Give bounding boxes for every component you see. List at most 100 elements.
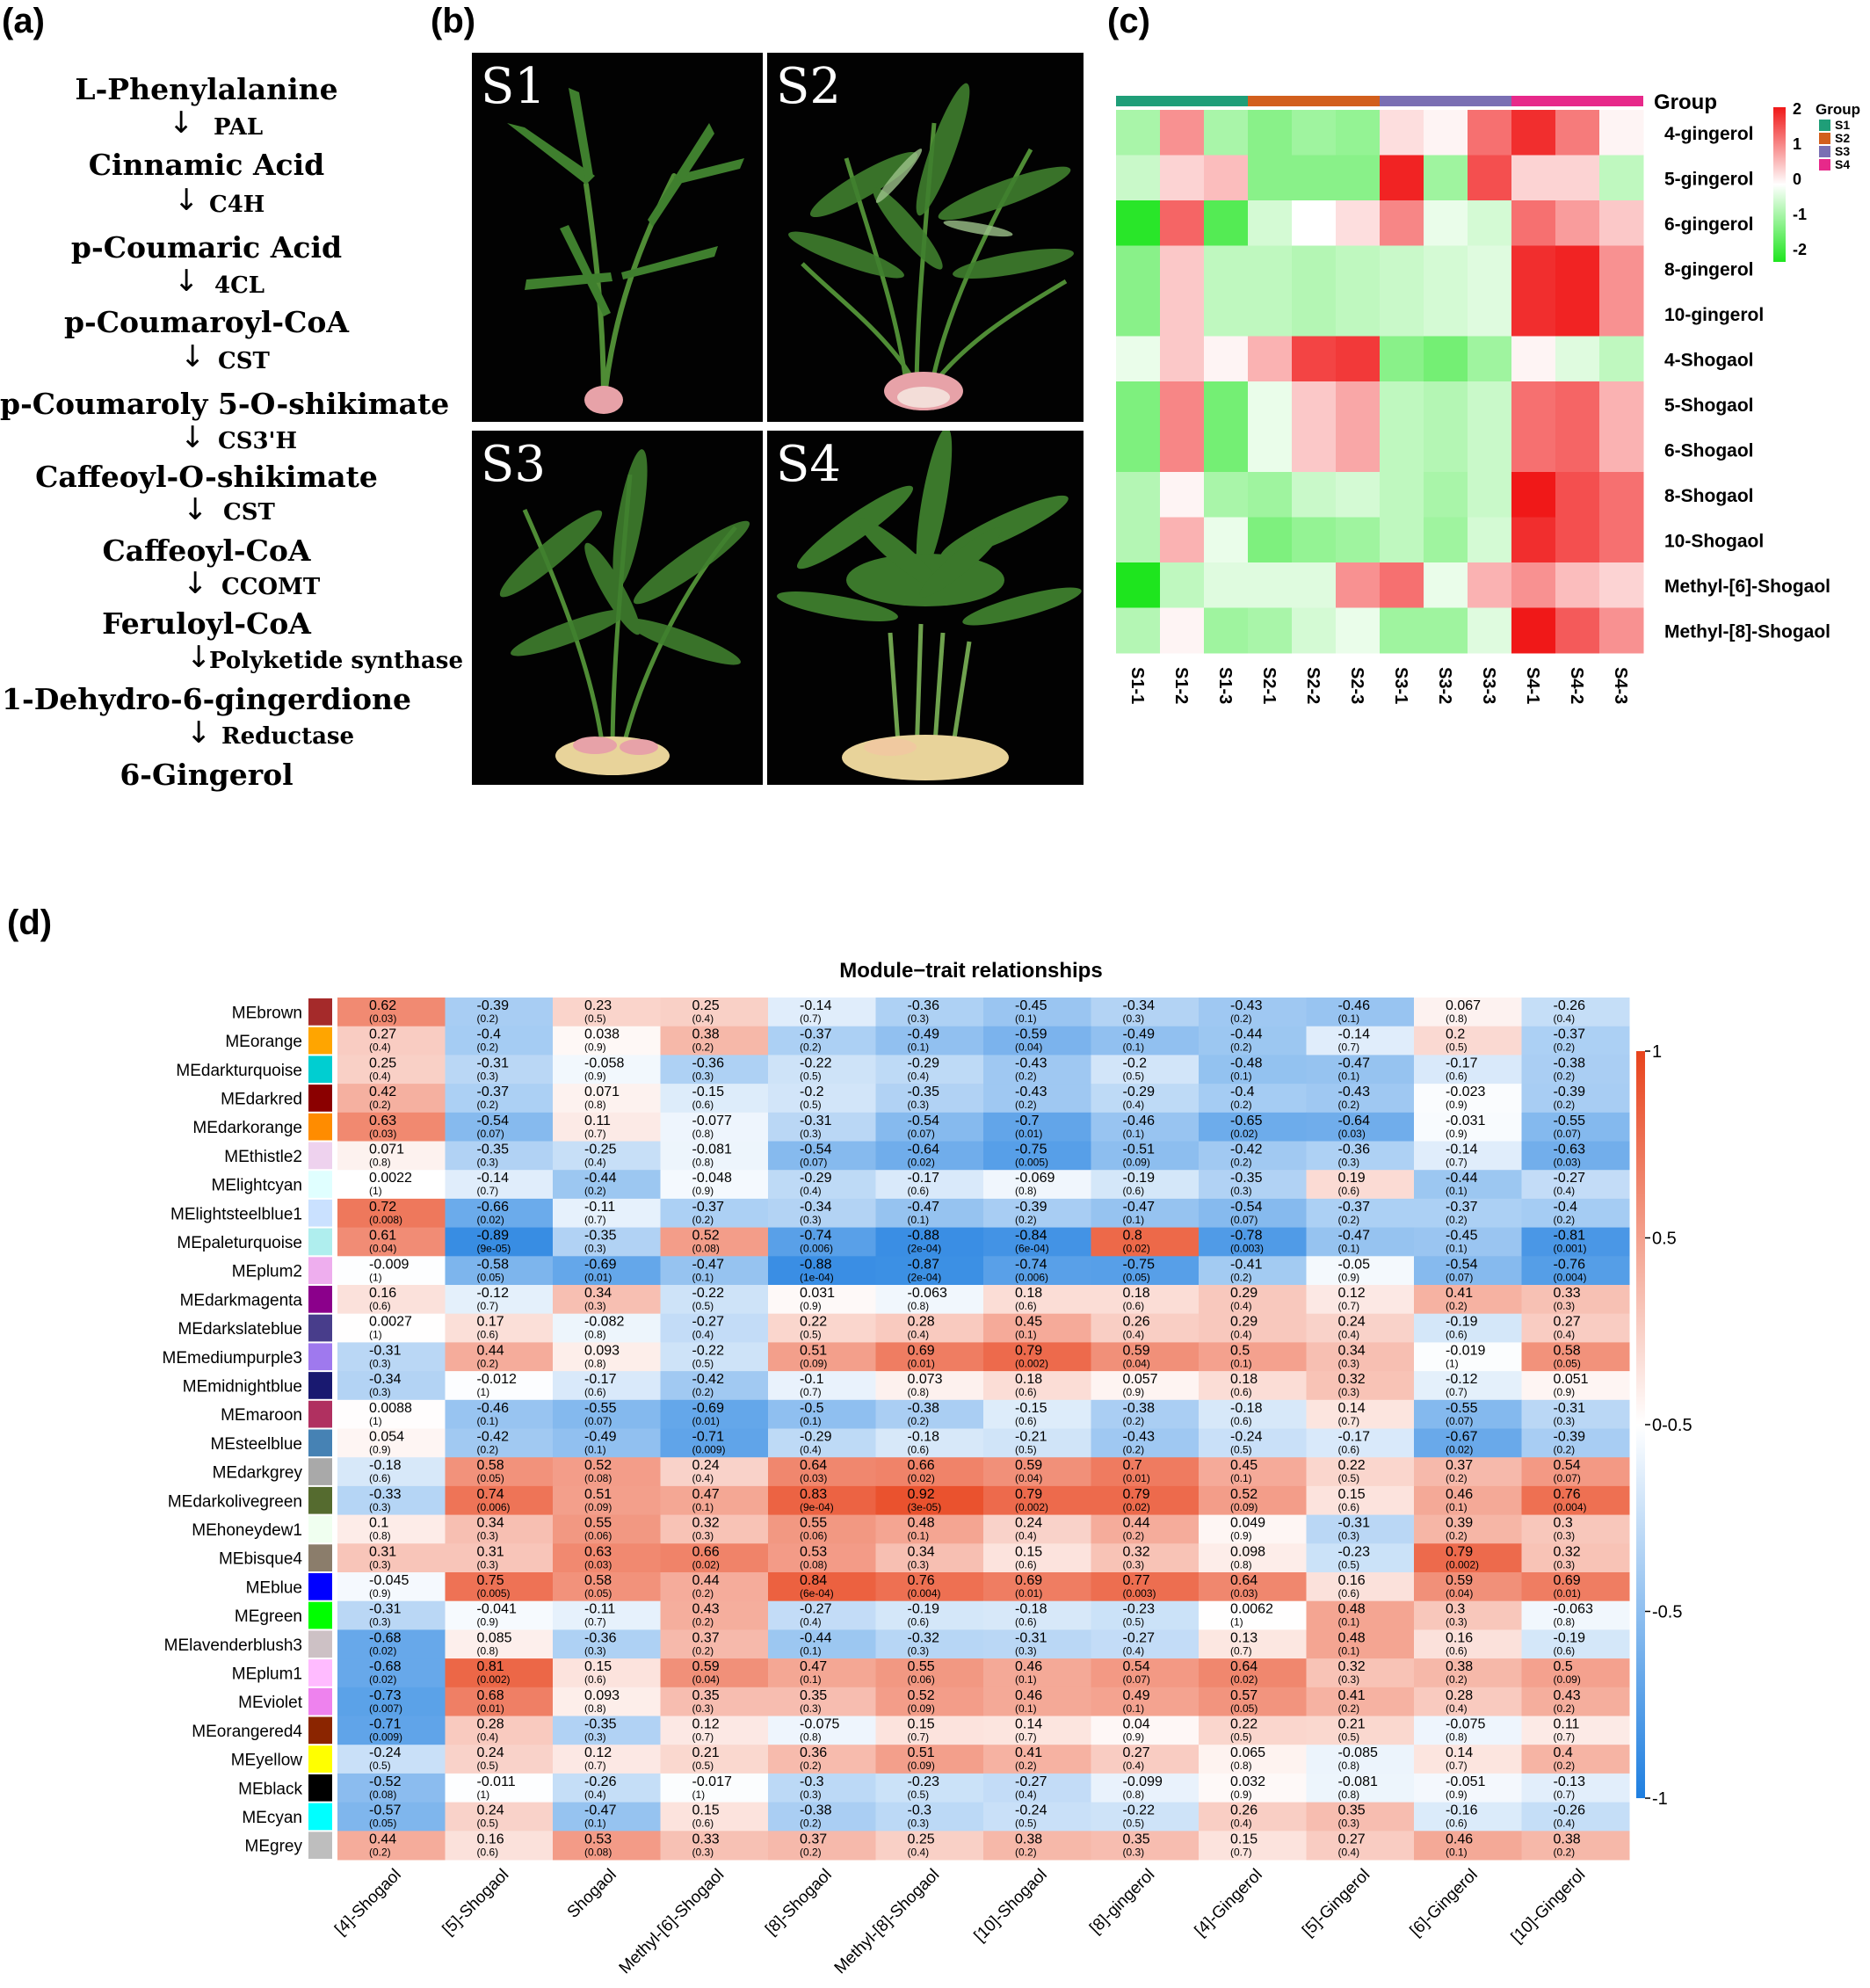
cell-correlation: -0.27	[800, 1602, 832, 1617]
cell-pvalue: (0.8)	[908, 1300, 930, 1312]
heatmap-cell	[1599, 245, 1644, 292]
cell-pvalue: (0.02)	[477, 1214, 504, 1226]
cell-pvalue: (0.3)	[800, 1128, 822, 1140]
module-color-swatch	[308, 1544, 332, 1571]
cell-correlation: -0.041	[477, 1602, 517, 1617]
heatmap-cell	[660, 1170, 769, 1200]
cell-correlation: -0.24	[369, 1745, 402, 1760]
cell-correlation: 0.32	[1554, 1544, 1581, 1559]
heatmap-cell	[1292, 607, 1337, 654]
cell-correlation: 0.15	[692, 1803, 720, 1818]
cell-correlation: -0.21	[1015, 1430, 1047, 1445]
cell-pvalue: (0.005)	[1015, 1157, 1048, 1169]
trait-label: [4]-Gingerol	[1192, 1866, 1266, 1941]
cell-pvalue: (0.2)	[1230, 1099, 1252, 1111]
cell-pvalue: (0.2)	[477, 1041, 499, 1054]
heatmap-cell	[1306, 1457, 1415, 1487]
panel-label-a: (a)	[2, 2, 45, 40]
cell-correlation: 0.41	[1338, 1688, 1366, 1703]
module-color-swatch	[308, 1400, 332, 1428]
cell-correlation: -0.16	[1446, 1803, 1478, 1818]
cell-pvalue: (0.1)	[1338, 1644, 1360, 1657]
pathway-enzyme: PAL	[214, 114, 264, 141]
cell-pvalue: (0.7)	[584, 1214, 606, 1226]
cell-correlation: -0.74	[1015, 1257, 1047, 1272]
cell-correlation: -0.012	[477, 1372, 517, 1387]
plant-photos: S1 S2	[472, 53, 1084, 785]
pathway-enzyme: C4H	[209, 192, 265, 218]
heatmap-cell	[1424, 200, 1468, 246]
heatmap-cell	[1511, 517, 1556, 563]
heatmap-cell	[1091, 1629, 1200, 1659]
cell-correlation: 0.51	[908, 1745, 935, 1760]
cell-pvalue: (0.08)	[800, 1558, 827, 1571]
cell-pvalue: (0.1)	[1338, 1012, 1360, 1025]
group-legend-label: S2	[1835, 131, 1850, 145]
cell-pvalue: (0.6)	[1230, 1386, 1252, 1398]
cell-correlation: -0.19	[1123, 1171, 1156, 1186]
cell-pvalue: (0.9)	[1554, 1386, 1576, 1398]
cell-correlation: 0.51	[800, 1343, 827, 1358]
cell-pvalue: (0.3)	[1015, 1644, 1037, 1657]
cell-correlation: -0.73	[369, 1688, 402, 1703]
heatmap-cell	[553, 1227, 661, 1257]
cell-pvalue: (0.5)	[1015, 1817, 1037, 1830]
cell-pvalue: (0.3)	[477, 1157, 499, 1169]
heatmap-cell	[1555, 155, 1600, 201]
cell-correlation: -0.64	[908, 1143, 940, 1157]
cell-correlation: 0.45	[1015, 1315, 1042, 1330]
heatmap-cell	[1511, 336, 1556, 382]
heatmap-cell	[1292, 291, 1337, 337]
cell-correlation: 0.47	[692, 1487, 720, 1502]
cell-pvalue: (0.2)	[1446, 1214, 1468, 1226]
cell-pvalue: (0.3)	[1338, 1386, 1360, 1398]
cell-pvalue: (0.02)	[908, 1157, 935, 1169]
cell-correlation: -0.37	[477, 1085, 510, 1099]
cell-pvalue: (0.3)	[584, 1243, 606, 1255]
heatmap-cell	[1521, 1773, 1630, 1803]
heatmap-cell	[337, 1170, 446, 1200]
row-label: 5-gingerol	[1664, 169, 1754, 189]
cell-correlation: 0.7	[1123, 1458, 1142, 1473]
heatmap-cell	[1306, 1428, 1415, 1458]
column-label: S2-2	[1303, 667, 1323, 704]
cell-pvalue: (0.002)	[1015, 1501, 1048, 1513]
cell-correlation: -0.4	[1230, 1085, 1255, 1099]
cell-pvalue: (0.4)	[1123, 1329, 1145, 1341]
cell-pvalue: (0.07)	[584, 1415, 612, 1427]
heatmap-cell	[1414, 1831, 1522, 1861]
heatmap-cell	[1414, 1802, 1522, 1832]
cell-correlation: 0.065	[1230, 1745, 1265, 1760]
heatmap-cell	[445, 1514, 554, 1544]
cell-pvalue: (0.1)	[1015, 1702, 1037, 1715]
cell-pvalue: (0.1)	[1230, 1357, 1252, 1369]
heatmap-cell	[660, 1313, 769, 1343]
pathway-compound: Feruloyl-CoA	[102, 606, 311, 641]
heatmap-cell	[1199, 1428, 1307, 1458]
heatmap-cell	[1468, 200, 1512, 246]
heatmap-cell	[1248, 155, 1293, 201]
heatmap-cell	[1521, 1572, 1630, 1602]
heatmap-cell	[1599, 607, 1644, 654]
heatmap-cell	[445, 1600, 554, 1630]
heatmap-cell	[875, 1572, 984, 1602]
cell-pvalue: (0.2)	[1338, 1702, 1360, 1715]
heatmap-cell	[768, 1629, 876, 1659]
cell-pvalue: (0.5)	[1123, 1616, 1145, 1629]
cell-pvalue: (0.5)	[369, 1759, 391, 1772]
heatmap-cell	[983, 1600, 1091, 1630]
heatmap-cell	[553, 1687, 661, 1716]
cell-correlation: -0.55	[1554, 1114, 1586, 1128]
heatmap-cell	[875, 1658, 984, 1688]
cell-correlation: -0.54	[1230, 1200, 1263, 1215]
heatmap-cell	[1091, 1485, 1200, 1516]
heatmap-cell	[1292, 426, 1337, 473]
cell-correlation: 0.3	[1554, 1516, 1573, 1531]
cell-correlation: 0.24	[692, 1458, 720, 1473]
cell-correlation: 0.48	[1338, 1630, 1366, 1645]
heatmap-cell	[1380, 200, 1424, 246]
heatmap-cell	[445, 1256, 554, 1286]
cell-pvalue: (0.4)	[584, 1157, 606, 1169]
cell-correlation: 0.46	[1015, 1659, 1042, 1674]
cell-correlation: 0.59	[1446, 1573, 1473, 1588]
